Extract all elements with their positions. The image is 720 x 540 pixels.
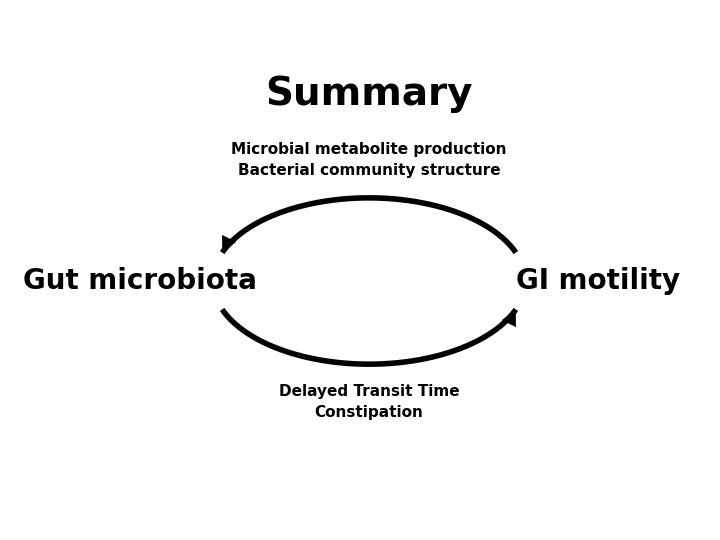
Text: Gut microbiota: Gut microbiota [23,267,257,295]
Text: Delayed Transit Time
Constipation: Delayed Transit Time Constipation [279,383,459,420]
Text: GI motility: GI motility [516,267,680,295]
Text: Microbial metabolite production
Bacterial community structure: Microbial metabolite production Bacteria… [231,143,507,178]
Text: Summary: Summary [265,75,473,113]
